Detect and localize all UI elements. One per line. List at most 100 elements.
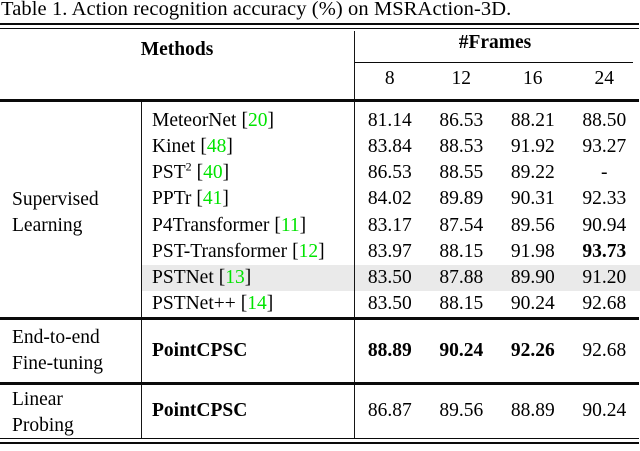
- section-label-line: Linear: [12, 389, 63, 410]
- vertical-rule: [354, 319, 356, 382]
- citation: [41]: [196, 188, 229, 209]
- method-name: PSTNet++: [152, 292, 236, 314]
- method-cell: MeteorNet [20]: [141, 110, 354, 132]
- bracket-open: [: [274, 214, 281, 236]
- value-cell: 88.15: [439, 292, 484, 314]
- section-label-supervised-learning: Supervised Learning: [12, 187, 99, 239]
- value-cell: 89.89: [439, 188, 484, 210]
- bracket-close: ]: [318, 240, 325, 262]
- citation: [14]: [241, 293, 274, 314]
- method-cell: PSTNet++ [14]: [141, 293, 354, 315]
- table-row: PSTNet++ [14] 83.50 88.15 90.24 92.68: [141, 291, 640, 317]
- value-cell: 87.54: [439, 214, 484, 236]
- section-label-line: End-to-end: [12, 327, 100, 348]
- citation: [40]: [197, 162, 230, 183]
- citation: [13]: [219, 267, 252, 288]
- citation-ref[interactable]: 40: [203, 162, 223, 184]
- method-cell: PointCPSC: [141, 340, 354, 362]
- value-cell: 89.56: [439, 400, 484, 421]
- bracket-open: [: [241, 110, 248, 132]
- bracket-close: ]: [244, 266, 252, 288]
- frame-count-header: 12: [451, 68, 472, 89]
- method-cell: PointCPSC: [141, 400, 354, 422]
- value-cell: 90.24: [510, 292, 555, 314]
- rule-bottom-thick: [0, 441, 639, 445]
- method-cell: Kinet [48]: [141, 136, 354, 158]
- method-name: PointCPSC: [152, 340, 248, 361]
- bracket-close: ]: [222, 188, 229, 210]
- method-cell: P4Transformer [11]: [141, 215, 354, 237]
- linear-probing-rows: PointCPSC 86.87 89.56 88.89 90.24: [141, 385, 640, 437]
- fine-tuning-rows: PointCPSC 88.89 90.24 92.26 92.68: [141, 320, 640, 382]
- value-cell: 88.89: [510, 400, 555, 421]
- citation-ref[interactable]: 48: [206, 136, 227, 158]
- method-name: Kinet: [152, 136, 196, 158]
- value-cell: 89.90: [510, 266, 555, 288]
- value-cell-best: 93.73: [582, 240, 627, 262]
- value-cell: 88.50: [582, 110, 627, 132]
- value-cell: 88.15: [439, 240, 484, 262]
- section-label-line: Learning: [12, 214, 83, 236]
- rule-header-body: [0, 99, 639, 102]
- value-cell: 90.31: [510, 188, 555, 210]
- method-name: PPTr: [152, 188, 192, 210]
- method-name: PSTNet: [152, 266, 214, 288]
- method-name: MeteorNet: [152, 110, 237, 132]
- table-row: PST2 [40] 86.53 88.55 89.22 -: [141, 160, 640, 186]
- frame-count-header-row: 8 12 16 24: [354, 68, 640, 90]
- supervised-rows: MeteorNet [20] 81.14 86.53 88.21 88.50 Ki…: [141, 103, 640, 317]
- citation-ref[interactable]: 20: [247, 110, 268, 132]
- value-cell: 88.21: [510, 110, 555, 132]
- citation-ref[interactable]: 11: [280, 214, 300, 236]
- rule-bottom-thin: [0, 437, 639, 439]
- citation: [12]: [292, 241, 325, 262]
- citation: [20]: [241, 110, 274, 131]
- bracket-open: [: [200, 136, 207, 158]
- value-cell: -: [601, 162, 608, 184]
- citation: [11]: [274, 215, 306, 236]
- bracket-close: ]: [266, 292, 274, 314]
- value-cell: 86.87: [367, 400, 412, 421]
- method-cell: PST-Transformer [12]: [141, 241, 354, 263]
- section-label-linear-probing: Linear Probing: [12, 387, 74, 439]
- table-caption: Table 1. Action recognition accuracy (%)…: [1, 0, 512, 20]
- vertical-rule: [354, 31, 356, 99]
- bracket-close: ]: [299, 214, 307, 236]
- value-cell: 89.56: [510, 214, 555, 236]
- citation-ref[interactable]: 14: [247, 292, 267, 314]
- section-label-line: Supervised: [12, 189, 99, 210]
- citation: [48]: [200, 136, 233, 157]
- value-cell: 91.20: [582, 266, 627, 288]
- frame-count-header: 8: [384, 68, 395, 89]
- rule-top-thin: [0, 27, 639, 29]
- value-cell: 88.53: [439, 136, 484, 158]
- citation-ref[interactable]: 13: [225, 266, 245, 288]
- column-header-frames: #Frames: [458, 32, 532, 53]
- citation-ref[interactable]: 41: [202, 188, 223, 210]
- bracket-open: [: [196, 188, 203, 210]
- bracket-open: [: [218, 266, 226, 288]
- frame-count-header: 16: [523, 68, 543, 89]
- bracket-close: ]: [222, 162, 230, 184]
- value-cell: 86.53: [367, 162, 412, 184]
- bracket-open: [: [292, 240, 299, 262]
- value-cell: 87.88: [439, 266, 484, 288]
- value-cell: 93.27: [582, 136, 627, 158]
- value-cell: 90.94: [582, 214, 627, 236]
- value-cell: 91.98: [510, 240, 555, 262]
- method-name: PST-Transformer: [152, 240, 288, 262]
- citation-ref[interactable]: 12: [298, 240, 319, 262]
- value-cell-best: 88.89: [367, 340, 412, 361]
- method-name: PointCPSC: [152, 400, 248, 421]
- value-cell: 92.33: [582, 188, 627, 210]
- method-name: P4Transformer: [152, 214, 270, 236]
- frame-count-header: 24: [594, 68, 615, 89]
- value-cell: 81.14: [367, 110, 412, 132]
- value-cell: 92.68: [582, 292, 627, 314]
- column-header-methods: Methods: [140, 39, 214, 60]
- vertical-rule: [141, 384, 143, 438]
- bracket-close: ]: [226, 136, 233, 158]
- value-cell: 90.24: [582, 400, 627, 421]
- method-name: PST: [152, 162, 186, 184]
- frames-underline-rule: [354, 61, 633, 63]
